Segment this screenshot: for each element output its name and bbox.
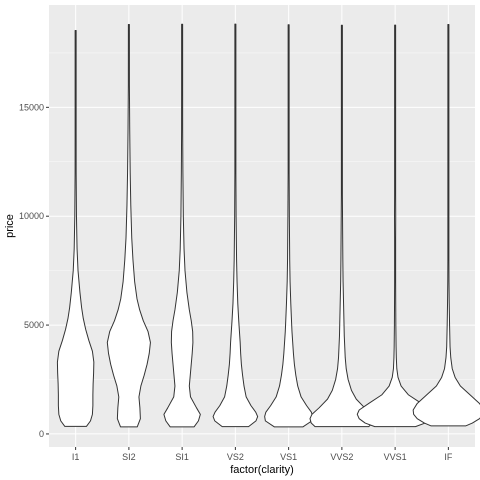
panel-background (49, 5, 475, 447)
violin-si2 (106, 24, 151, 428)
violin-vs1 (264, 24, 314, 428)
violin-vvs1 (356, 24, 434, 428)
violin-layer (56, 23, 480, 428)
x-tick-label: SI1 (175, 452, 189, 462)
x-tick-label: I1 (72, 452, 80, 462)
x-tick-label: VVS2 (330, 452, 353, 462)
y-axis-title: price (4, 214, 16, 238)
violin-si1 (163, 23, 201, 428)
x-tick-label: IF (444, 452, 453, 462)
x-tick-label: VVS1 (384, 452, 407, 462)
x-tick-label: VS2 (227, 452, 244, 462)
x-axis-title: factor(clarity) (230, 464, 294, 476)
axis-layer: 0 5000 10000 15000 I1 SI2 SI1 VS2 VS1 VVS2 VVS1 IF (19, 102, 453, 462)
violin-vs2 (212, 23, 259, 428)
y-tick-label: 15000 (19, 102, 44, 112)
violin-if (412, 23, 480, 427)
x-tick-label: SI2 (122, 452, 136, 462)
y-tick-label: 0 (39, 429, 44, 439)
violin-vvs2 (309, 24, 375, 428)
y-tick-label: 5000 (24, 320, 44, 330)
x-tick-label: VS1 (280, 452, 297, 462)
y-tick-label: 10000 (19, 211, 44, 221)
violin-i1 (56, 29, 95, 427)
